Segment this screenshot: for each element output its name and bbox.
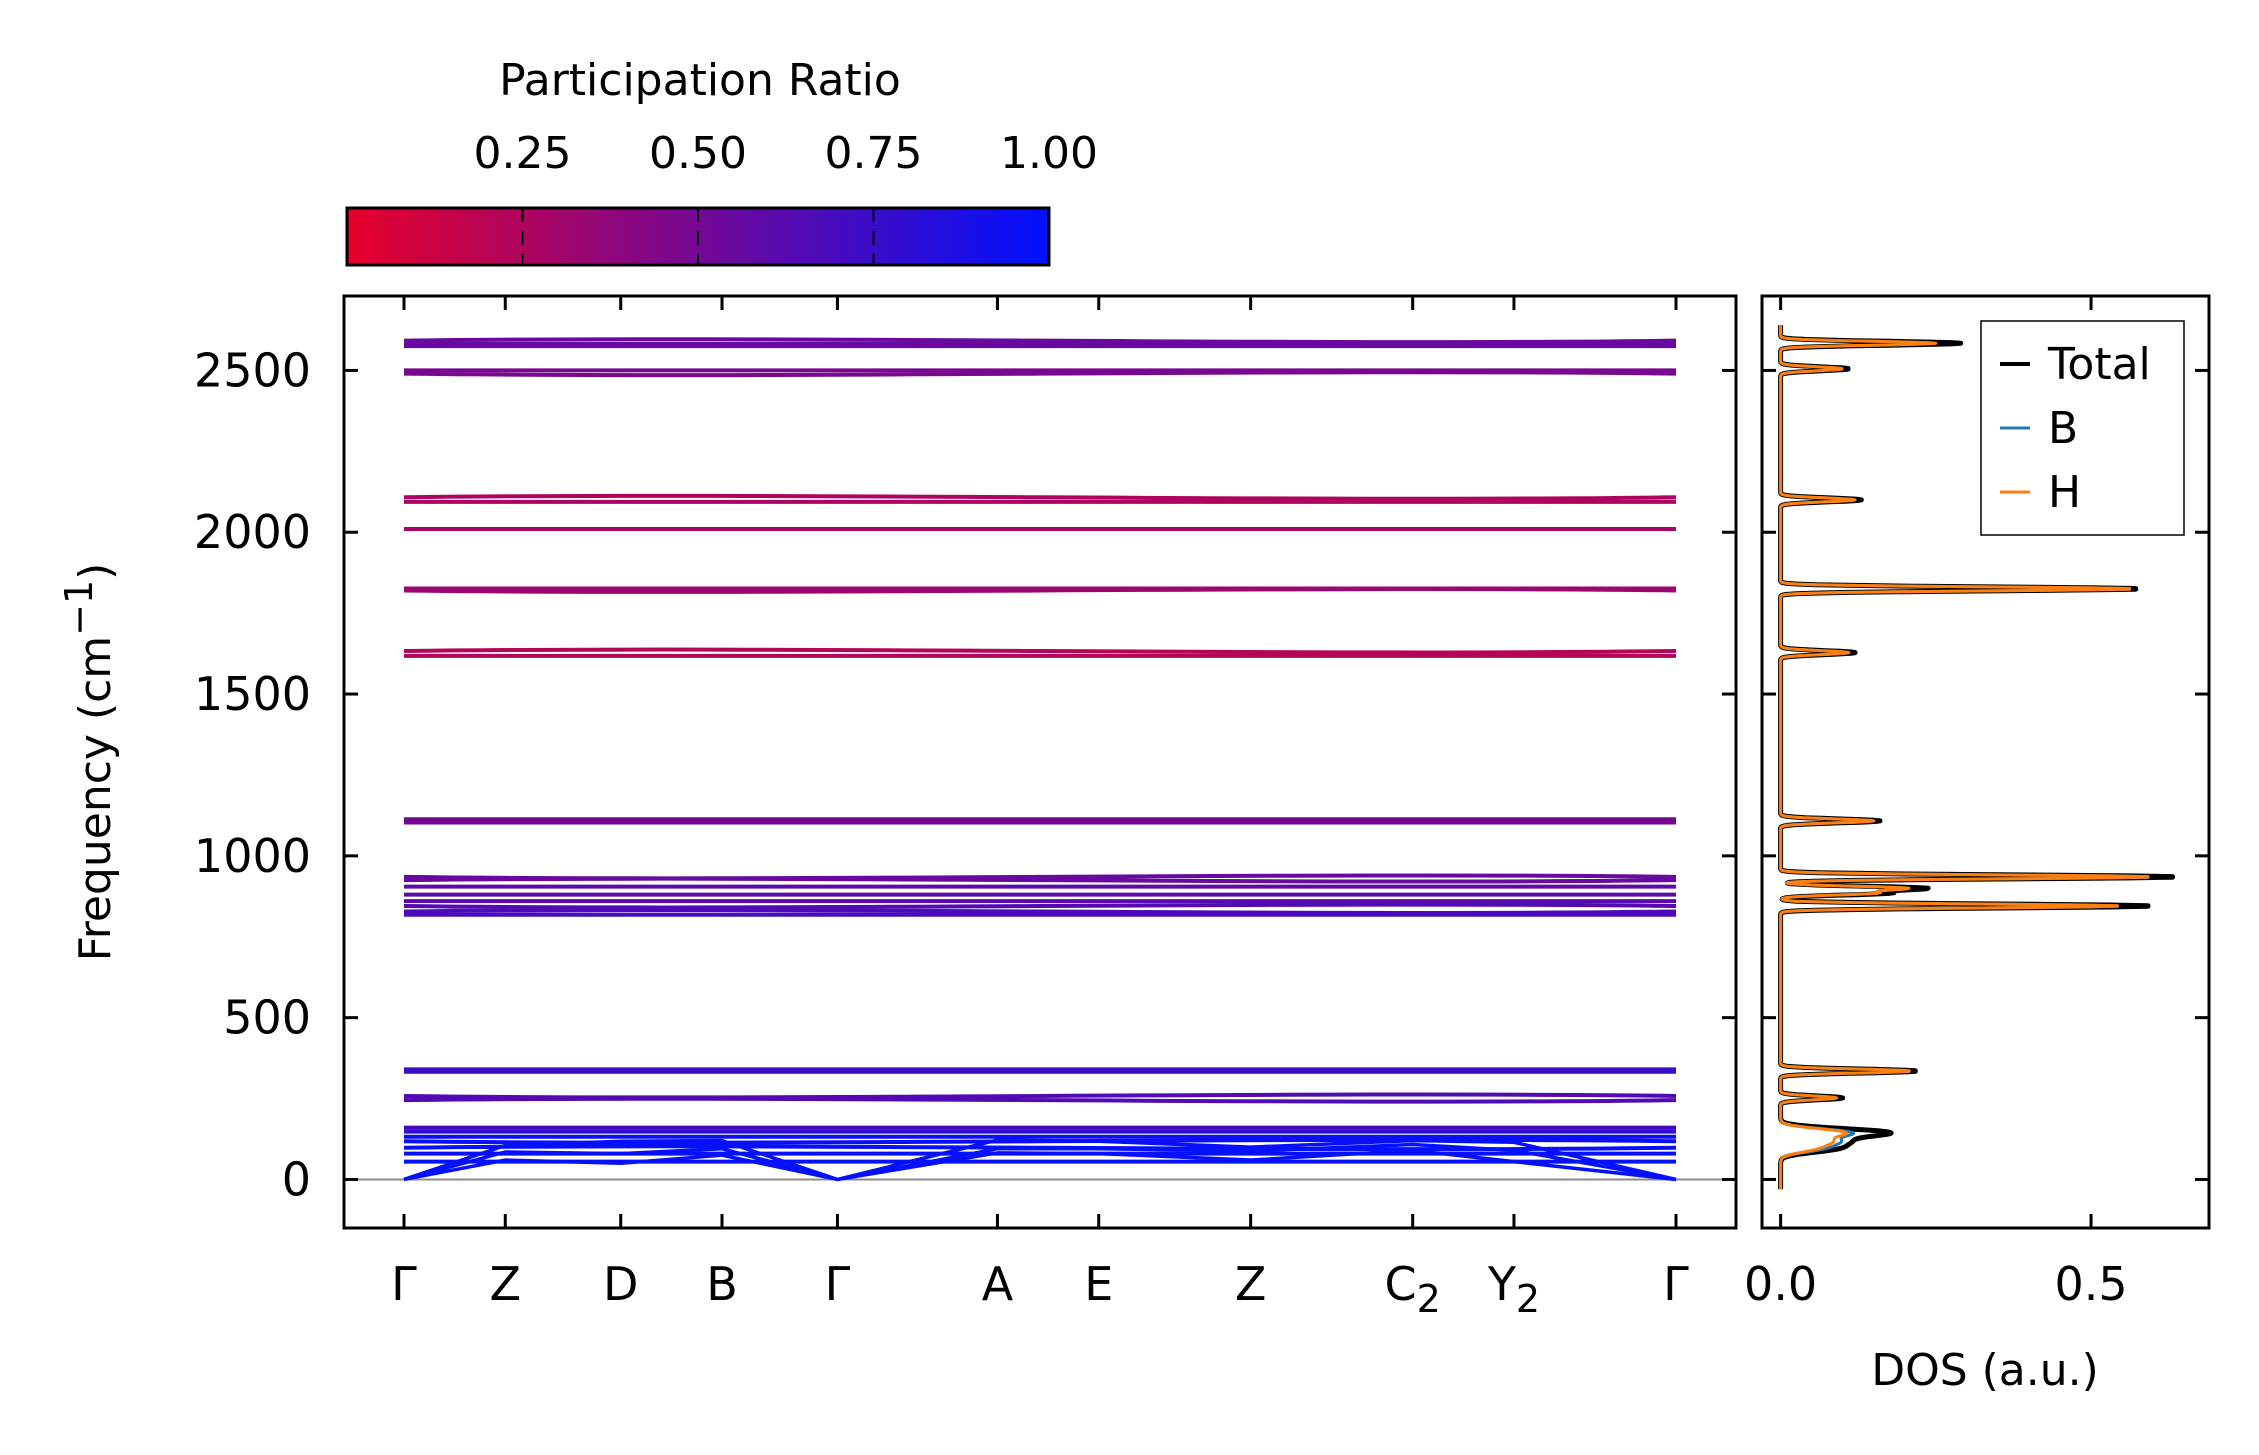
band-line [403, 337, 1677, 345]
legend-label-total: Total [2047, 339, 2151, 390]
band-line [403, 1124, 1677, 1131]
legend-label-h: H [2048, 467, 2081, 518]
band-line [403, 898, 1677, 904]
y-tick-label: 2000 [194, 505, 311, 559]
y-tick-label: 1000 [194, 829, 311, 883]
kpoint-label: D [603, 1257, 638, 1311]
kpoint-label: Z [490, 1257, 522, 1311]
kpoint-label: A [982, 1257, 1014, 1311]
band-line [403, 1068, 1677, 1075]
colorbar-label: Participation Ratio [499, 55, 901, 106]
band-line [403, 883, 1677, 890]
phonon-bands [403, 337, 1677, 1182]
dos-panel: 0.0 0.5 DOS (a.u.) Total BH [1744, 294, 2211, 1396]
band-line [403, 908, 1677, 915]
band-axes-frame [342, 294, 1738, 1230]
colorbar-tick-label: 0.75 [825, 128, 923, 179]
kpoint-label: Z [1235, 1257, 1267, 1311]
dos-x-tick-label: 0.0 [1744, 1257, 1817, 1311]
colorbar-tick-label: 0.25 [474, 128, 572, 179]
y-tick-label: 2500 [194, 343, 311, 397]
y-tick-label: 1500 [194, 667, 311, 721]
dos-curves [1778, 323, 2175, 1191]
dos-axes-frame [1760, 294, 2211, 1230]
colorbar-tick-label: 1.00 [1000, 128, 1098, 179]
y-tick-label: 500 [223, 991, 311, 1045]
band-line [403, 370, 1677, 378]
kpoint-label: E [1084, 1257, 1113, 1311]
band-line [403, 499, 1677, 505]
band-line [403, 876, 1677, 884]
band-line [403, 493, 1677, 501]
acoustic-band-line [403, 1142, 1677, 1182]
kpoint-label: Γ [825, 1257, 851, 1311]
band-line [403, 902, 1677, 910]
kpoint-label: Γ [391, 1257, 417, 1311]
band-line [403, 819, 1677, 826]
kpoint-label: Y2 [1487, 1257, 1540, 1321]
band-line [403, 1134, 1677, 1140]
band-line [403, 1092, 1677, 1100]
band-line [403, 912, 1677, 918]
dos-x-tick-label: 0.5 [2054, 1257, 2127, 1311]
kpoint-label: C2 [1385, 1257, 1441, 1321]
colorbar-tick-label: 0.50 [649, 128, 747, 179]
kpoint-label: B [706, 1257, 738, 1311]
band-line [403, 1096, 1677, 1104]
dos-curve-h [1779, 324, 2150, 1190]
kpoint-label: Γ [1663, 1257, 1689, 1311]
acoustic-band-line [403, 1148, 1677, 1182]
dos-legend: Total BH [1980, 320, 2185, 536]
y-axis-label: Frequency (cm−1) [57, 563, 121, 962]
y-tick-label: 0 [282, 1152, 311, 1206]
band-line [403, 653, 1677, 659]
band-line [403, 367, 1677, 374]
band-line [403, 587, 1677, 594]
band-line [403, 647, 1677, 655]
acoustic-band-line [403, 1138, 1677, 1182]
legend-label-b: B [2048, 403, 2078, 454]
dos-x-axis-label: DOS (a.u.) [1871, 1345, 2099, 1396]
colorbar: Participation Ratio 0.25 0.50 0.75 1.00 [345, 55, 1098, 267]
band-structure-panel: 0 500 1000 1500 2000 2500 Γ Z D B Γ A E Z C2 Y2 Γ Frequ… [57, 294, 1738, 1321]
